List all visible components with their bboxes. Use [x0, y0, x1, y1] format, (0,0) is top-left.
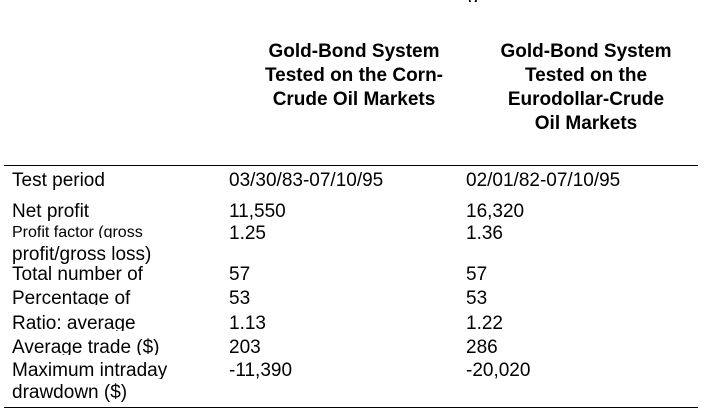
row-value-col2: 286	[466, 337, 498, 358]
row-value-col2: 57	[466, 264, 488, 285]
column-header-eurodollar-crude: Gold-Bond System Tested on the Eurodolla…	[500, 41, 672, 134]
row-value-col2: 1.36	[466, 224, 503, 240]
clipped-title: g	[0, 0, 704, 2]
table-bottom-rule	[4, 407, 698, 408]
row-value-col1: -11,390	[229, 360, 293, 381]
row-value-col2: 53	[466, 288, 488, 309]
row-value-col1: 1.25	[229, 224, 266, 240]
row-label-percentage: Percentage of	[12, 289, 131, 305]
row-value-col2: 1.22	[466, 313, 503, 334]
row-value-col1: 11,550	[229, 201, 286, 222]
row-value-col2: 02/01/82-07/10/95	[466, 170, 621, 191]
row-label-total-number: Total number of	[12, 265, 143, 281]
row-value-col1: 1.13	[229, 313, 266, 334]
row-value-col1: 57	[229, 264, 251, 285]
row-value-col1: 03/30/83-07/10/95	[229, 170, 384, 191]
row-label-average-trade: Average trade ($)	[12, 338, 160, 355]
row-label-max-drawdown-line2: drawdown ($)	[12, 383, 128, 403]
row-label-profit-factor: Profit factor (gross	[12, 224, 143, 238]
row-value-col1: 203	[229, 337, 261, 358]
row-label-ratio: Ratio: average	[12, 314, 136, 331]
row-label-test-period: Test period	[12, 171, 105, 191]
column-header-corn-crude: Gold-Bond System Tested on the Corn- Cru…	[264, 41, 444, 110]
row-value-col2: 16,320	[466, 201, 525, 222]
row-label-profit-factor-line2: profit/gross loss)	[12, 245, 152, 265]
row-value-col1: 53	[229, 288, 251, 309]
row-label-net-profit: Net profit	[12, 202, 90, 222]
row-value-col2: -20,020	[466, 360, 531, 381]
table-top-rule	[4, 165, 698, 166]
clipped-title-text: g	[468, 0, 478, 2]
row-label-max-drawdown: Maximum intraday	[12, 361, 168, 379]
